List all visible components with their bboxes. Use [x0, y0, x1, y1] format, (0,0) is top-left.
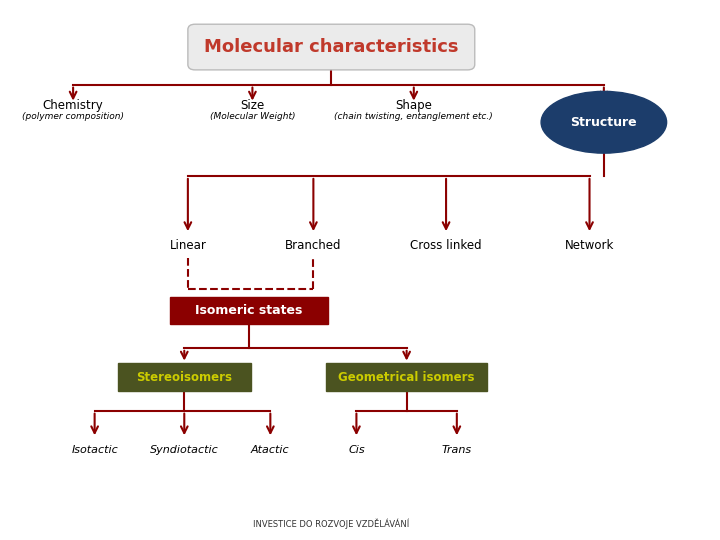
Text: INVESTICE DO ROZVOJE VZDĚLÁVÁNÍ: INVESTICE DO ROZVOJE VZDĚLÁVÁNÍ — [253, 518, 410, 529]
Text: Isomeric states: Isomeric states — [195, 304, 302, 317]
FancyBboxPatch shape — [118, 363, 251, 392]
Text: (chain twisting, entanglement etc.): (chain twisting, entanglement etc.) — [334, 112, 493, 120]
Text: Syndiotactic: Syndiotactic — [150, 445, 219, 455]
Text: Trans: Trans — [442, 445, 472, 455]
Ellipse shape — [541, 91, 667, 153]
Text: Stereoisomers: Stereoisomers — [136, 371, 233, 384]
FancyBboxPatch shape — [170, 297, 328, 323]
Text: (Molecular Weight): (Molecular Weight) — [210, 112, 295, 120]
Text: (polymer composition): (polymer composition) — [22, 112, 124, 120]
Text: Cis: Cis — [348, 445, 365, 455]
Text: Structure: Structure — [570, 116, 637, 129]
Text: Geometrical isomers: Geometrical isomers — [338, 371, 475, 384]
Text: Shape: Shape — [395, 98, 432, 112]
Text: Size: Size — [240, 98, 264, 112]
Text: Cross linked: Cross linked — [410, 239, 482, 252]
FancyBboxPatch shape — [326, 363, 487, 392]
Text: Branched: Branched — [285, 239, 341, 252]
Text: Isotactic: Isotactic — [71, 445, 118, 455]
Text: Chemistry: Chemistry — [42, 98, 104, 112]
FancyBboxPatch shape — [188, 24, 474, 70]
Text: Atactic: Atactic — [251, 445, 289, 455]
Text: Molecular characteristics: Molecular characteristics — [204, 38, 459, 56]
Text: Linear: Linear — [169, 239, 207, 252]
Text: Network: Network — [564, 239, 614, 252]
